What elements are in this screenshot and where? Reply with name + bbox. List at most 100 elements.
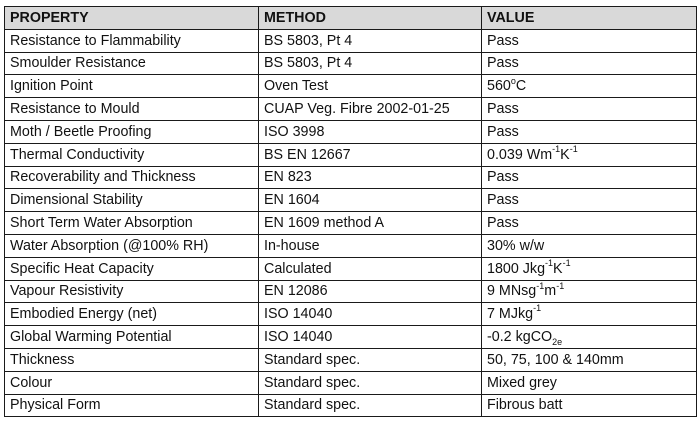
table-body: Resistance to Flammability BS 5803, Pt 4 P… [4,28,697,418]
value-cell: Pass [481,165,697,190]
value-cell: 1800 Jkg-1K-1 [481,256,697,281]
table-header: PROPERTY METHOD VALUE [4,6,697,30]
value-text: Pass [487,169,519,186]
value-cell: Mixed grey [481,370,697,395]
table-row: Thickness Standard spec. 50, 75, 100 & 140… [4,347,697,372]
value-text: Pass [487,32,519,49]
table-row: Recoverability and Thickness EN 823 Pass [4,165,697,190]
value-text: Pass [487,101,519,118]
properties-table-container: PROPERTY METHOD VALUE Resistance to Flam… [4,6,697,418]
method-cell: EN 12086 [258,279,482,304]
value-text: 1800 Jkg [487,260,546,277]
method-cell: CUAP Veg. Fibre 2002-01-25 [258,97,482,121]
method-cell: ISO 14040 [258,302,482,327]
value-text: 560 [487,78,511,95]
value-text: Pass [487,55,519,72]
header-property: PROPERTY [4,6,259,30]
table-row: Global Warming Potential ISO 14040 -0.2 kg… [4,325,697,349]
value-superscript: -1 [552,143,561,154]
table-row: Vapour Resistivity EN 12086 9 MNsg-1m-1 [4,279,697,304]
method-cell: ISO 14040 [258,325,482,349]
value-cell: Pass [481,211,697,235]
table-row: Colour Standard spec. Mixed grey [4,370,697,395]
property-cell: Global Warming Potential [4,325,259,349]
value-text: 50, 75, 100 & 140mm [487,351,624,368]
method-cell: BS 5803, Pt 4 [258,51,482,76]
value-cell: 7 MJkg-1 [481,302,697,327]
method-cell: EN 1604 [258,188,482,213]
properties-table: PROPERTY METHOD VALUE Resistance to Flam… [4,6,697,418]
value-cell: 30% w/w [481,233,697,258]
table-row: Ignition Point Oven Test 560oC [4,74,697,99]
property-cell: Resistance to Flammability [4,28,259,53]
value-text: 7 MJkg [487,306,534,323]
table-row: Dimensional Stability EN 1604 Pass [4,188,697,213]
value-cell: 9 MNsg-1m-1 [481,279,697,304]
value-cell: 0.039 Wm-1K-1 [481,142,697,167]
value-text: Mixed grey [487,374,557,391]
value-text: Fibrous batt [487,397,563,414]
value-cell: -0.2 kgCO2e [481,325,697,349]
method-cell: ISO 3998 [258,119,482,144]
method-cell: Oven Test [258,74,482,99]
property-cell: Specific Heat Capacity [4,256,259,281]
value-superscript: -1 [545,257,554,268]
property-cell: Embodied Energy (net) [4,302,259,327]
property-cell: Thermal Conductivity [4,142,259,167]
value-subscript: 2e [552,336,563,347]
method-cell: In-house [258,233,482,258]
table-row: Resistance to Mould CUAP Veg. Fibre 2002-… [4,97,697,121]
value-text: K [553,260,563,277]
value-cell: Fibrous batt [481,393,697,418]
value-cell: Pass [481,28,697,53]
value-cell: Pass [481,97,697,121]
table-row: Resistance to Flammability BS 5803, Pt 4 P… [4,28,697,53]
table-row: Short Term Water Absorption EN 1609 metho… [4,211,697,235]
value-text: K [560,146,570,163]
property-cell: Water Absorption (@100% RH) [4,233,259,258]
value-text: 0.039 Wm [487,146,553,163]
value-cell: Pass [481,119,697,144]
table-row: Specific Heat Capacity Calculated 1800 Jkg… [4,256,697,281]
property-cell: Resistance to Mould [4,97,259,121]
method-cell: EN 1609 method A [258,211,482,235]
method-cell: BS 5803, Pt 4 [258,28,482,53]
value-superscript: o [510,75,516,86]
property-cell: Colour [4,370,259,395]
table-row: Smoulder Resistance BS 5803, Pt 4 Pass [4,51,697,76]
method-cell: Standard spec. [258,347,482,372]
method-cell: Standard spec. [258,370,482,395]
property-cell: Smoulder Resistance [4,51,259,76]
value-superscript: -1 [556,280,565,291]
value-cell: 50, 75, 100 & 140mm [481,347,697,372]
value-cell: 560oC [481,74,697,99]
header-value: VALUE [481,6,697,30]
value-superscript: -1 [533,303,542,314]
table-row: Embodied Energy (net) ISO 14040 7 MJkg-1 [4,302,697,327]
property-cell: Thickness [4,347,259,372]
header-method: METHOD [258,6,482,30]
value-text: Pass [487,123,519,140]
value-text: 9 MNsg [487,283,537,300]
table-row: Thermal Conductivity BS EN 12667 0.039 Wm-… [4,142,697,167]
value-text: C [515,78,527,95]
table-row: Water Absorption (@100% RH) In-house 30% w… [4,233,697,258]
table-row: Moth / Beetle Proofing ISO 3998 Pass [4,119,697,144]
property-cell: Dimensional Stability [4,188,259,213]
property-cell: Physical Form [4,393,259,418]
property-cell: Ignition Point [4,74,259,99]
value-text: 30% w/w [487,237,545,254]
value-text: Pass [487,192,519,209]
value-cell: Pass [481,51,697,76]
header-row: PROPERTY METHOD VALUE [4,6,697,30]
value-cell: Pass [481,188,697,213]
value-text: -0.2 kgCO [487,329,553,346]
property-cell: Short Term Water Absorption [4,211,259,235]
method-cell: EN 823 [258,165,482,190]
property-cell: Vapour Resistivity [4,279,259,304]
method-cell: Standard spec. [258,393,482,418]
value-superscript: -1 [562,257,571,268]
value-superscript: -1 [569,143,578,154]
property-cell: Moth / Beetle Proofing [4,119,259,144]
value-text: Pass [487,215,519,232]
